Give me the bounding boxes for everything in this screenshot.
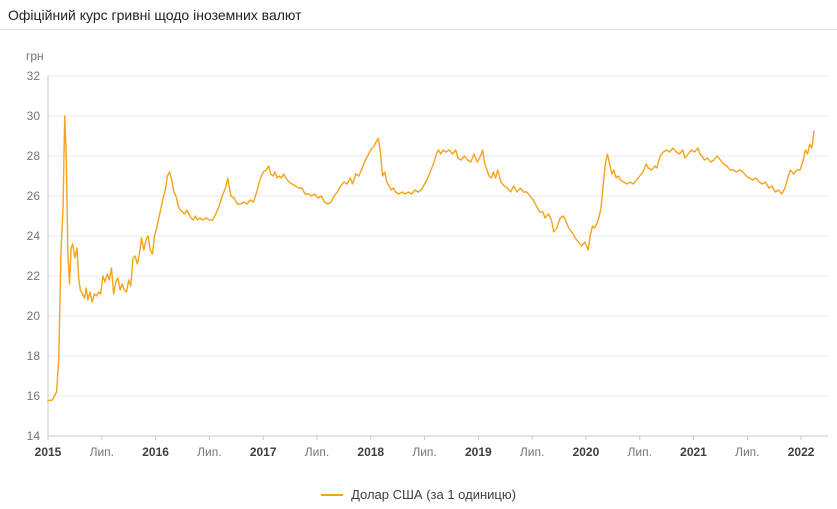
gridlines	[48, 75, 828, 437]
y-axis-labels: 32 30 28 26 24 22 20 18 16 14	[27, 69, 41, 443]
svg-text:Лип.: Лип.	[735, 445, 759, 459]
svg-text:2016: 2016	[142, 445, 169, 459]
svg-text:32: 32	[27, 69, 41, 83]
svg-text:2022: 2022	[788, 445, 815, 459]
svg-text:18: 18	[27, 349, 41, 363]
svg-text:16: 16	[27, 389, 41, 403]
svg-text:14: 14	[27, 429, 41, 443]
svg-text:30: 30	[27, 109, 41, 123]
svg-text:2019: 2019	[465, 445, 492, 459]
svg-text:2015: 2015	[35, 445, 62, 459]
svg-text:20: 20	[27, 309, 41, 323]
svg-text:26: 26	[27, 189, 41, 203]
svg-text:2021: 2021	[680, 445, 707, 459]
svg-text:Лип.: Лип.	[305, 445, 329, 459]
x-axis-labels: 2015 Лип. 2016 Лип. 2017 Лип. 2018 Лип. 2019 Лип.…	[35, 445, 815, 459]
chart-header: Офіційний курс гривні щодо іноземних вал…	[0, 0, 837, 30]
svg-text:Лип.: Лип.	[197, 445, 221, 459]
axes	[47, 76, 828, 440]
svg-text:Лип.: Лип.	[520, 445, 544, 459]
legend-label: Долар США (за 1 одиницю)	[351, 487, 516, 502]
usd-series-line[interactable]	[47, 115, 815, 402]
svg-text:2020: 2020	[573, 445, 600, 459]
svg-text:24: 24	[27, 229, 41, 243]
y-axis-unit-label: грн	[26, 49, 44, 63]
svg-text:Лип.: Лип.	[90, 445, 114, 459]
svg-text:Лип.: Лип.	[628, 445, 652, 459]
svg-text:28: 28	[27, 149, 41, 163]
svg-text:Лип.: Лип.	[412, 445, 436, 459]
page-title: Офіційний курс гривні щодо іноземних вал…	[8, 6, 302, 23]
svg-text:22: 22	[27, 269, 41, 283]
chart-legend: Долар США (за 1 одиницю)	[0, 480, 837, 509]
legend-line-marker	[321, 493, 344, 496]
legend-item-usd[interactable]: Долар США (за 1 одиницю)	[321, 487, 516, 502]
svg-text:2018: 2018	[357, 445, 384, 459]
svg-text:2017: 2017	[250, 445, 277, 459]
